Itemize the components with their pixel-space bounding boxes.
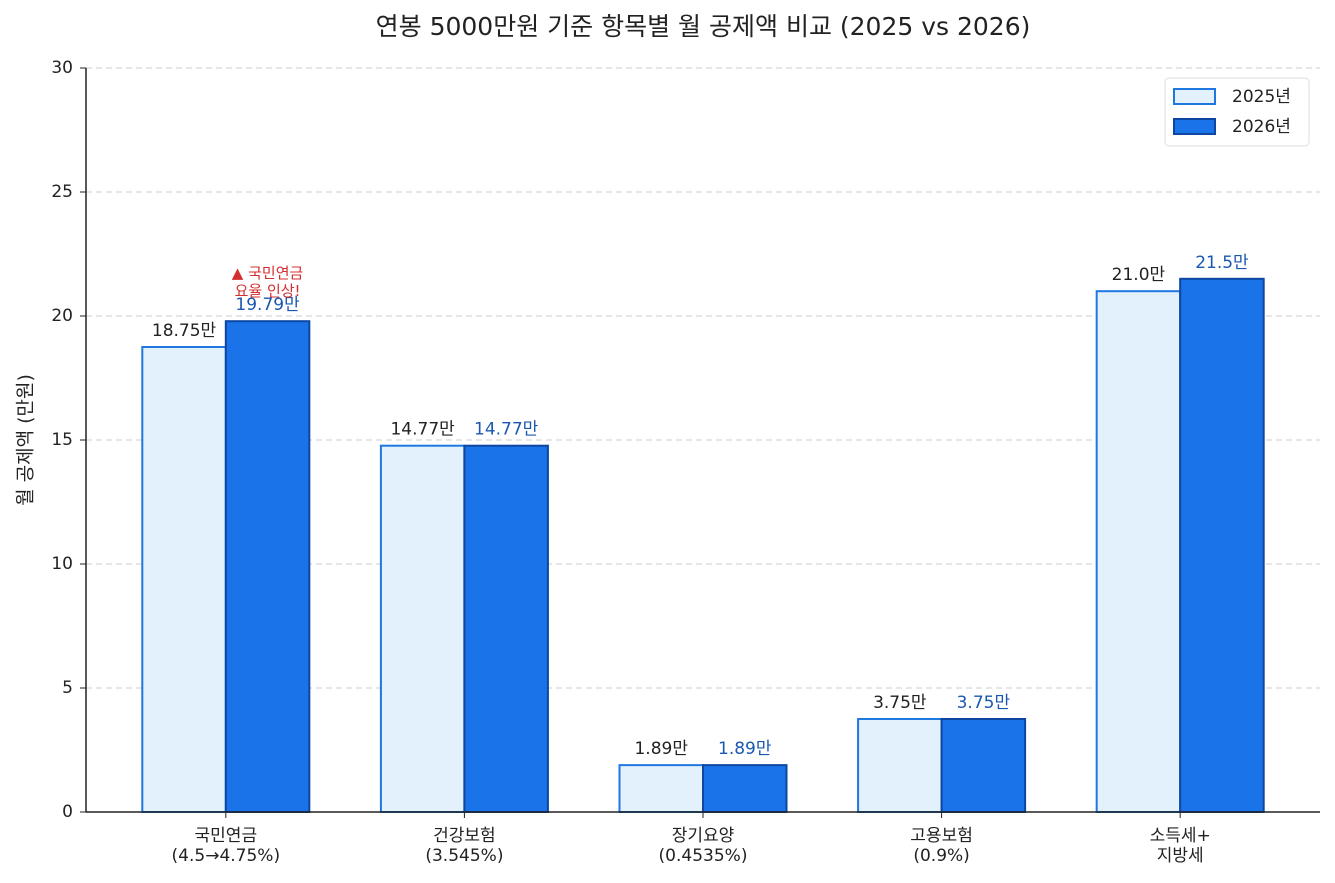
value-label: 14.77만 xyxy=(390,420,455,440)
annotation: ▲ 국민연금 요율 인상! xyxy=(231,264,304,301)
value-label: 14.77만 xyxy=(474,420,539,440)
value-label: 1.89만 xyxy=(718,739,772,759)
y-tick-label: 5 xyxy=(62,678,73,698)
bar xyxy=(141,346,227,813)
value-label: 3.75만 xyxy=(873,693,927,713)
bar xyxy=(940,718,1027,813)
y-tick-label: 15 xyxy=(51,430,73,450)
legend-label: 2026년 xyxy=(1232,117,1291,137)
bar xyxy=(1095,290,1182,813)
y-tick-label: 25 xyxy=(51,182,73,202)
bar xyxy=(702,764,788,813)
legend-swatch xyxy=(1173,88,1216,105)
bar xyxy=(618,764,705,813)
value-label: 19.79만 xyxy=(235,295,300,315)
x-tick-label: 소득세+ 지방세 xyxy=(1149,826,1211,866)
value-label: 1.89만 xyxy=(634,739,688,759)
value-label: 21.0만 xyxy=(1112,265,1166,285)
y-tick-label: 30 xyxy=(51,58,73,78)
bar xyxy=(463,444,549,813)
y-tick-label: 10 xyxy=(51,554,73,574)
legend-label: 2025년 xyxy=(1232,87,1291,107)
chart-title: 연봉 5000만원 기준 항목별 월 공제액 비교 (2025 vs 2026) xyxy=(376,12,1031,41)
bar xyxy=(379,444,466,813)
y-axis-label: 월 공제액 (만원) xyxy=(15,374,37,506)
bar xyxy=(857,718,943,813)
y-tick-label: 0 xyxy=(62,802,73,822)
bar xyxy=(1179,277,1265,813)
x-tick-label: 고용보험 (0.9%) xyxy=(910,826,973,866)
x-tick-label: 건강보험 (3.545%) xyxy=(425,826,504,866)
value-label: 18.75만 xyxy=(152,321,217,341)
value-label: 21.5만 xyxy=(1195,253,1249,273)
value-label: 3.75만 xyxy=(957,693,1011,713)
bar xyxy=(224,320,311,813)
y-tick-label: 20 xyxy=(51,306,73,326)
legend-swatch xyxy=(1173,118,1216,135)
x-tick-label: 장기요양 (0.4535%) xyxy=(658,826,748,866)
x-tick-label: 국민연금 (4.5→4.75%) xyxy=(171,826,281,866)
